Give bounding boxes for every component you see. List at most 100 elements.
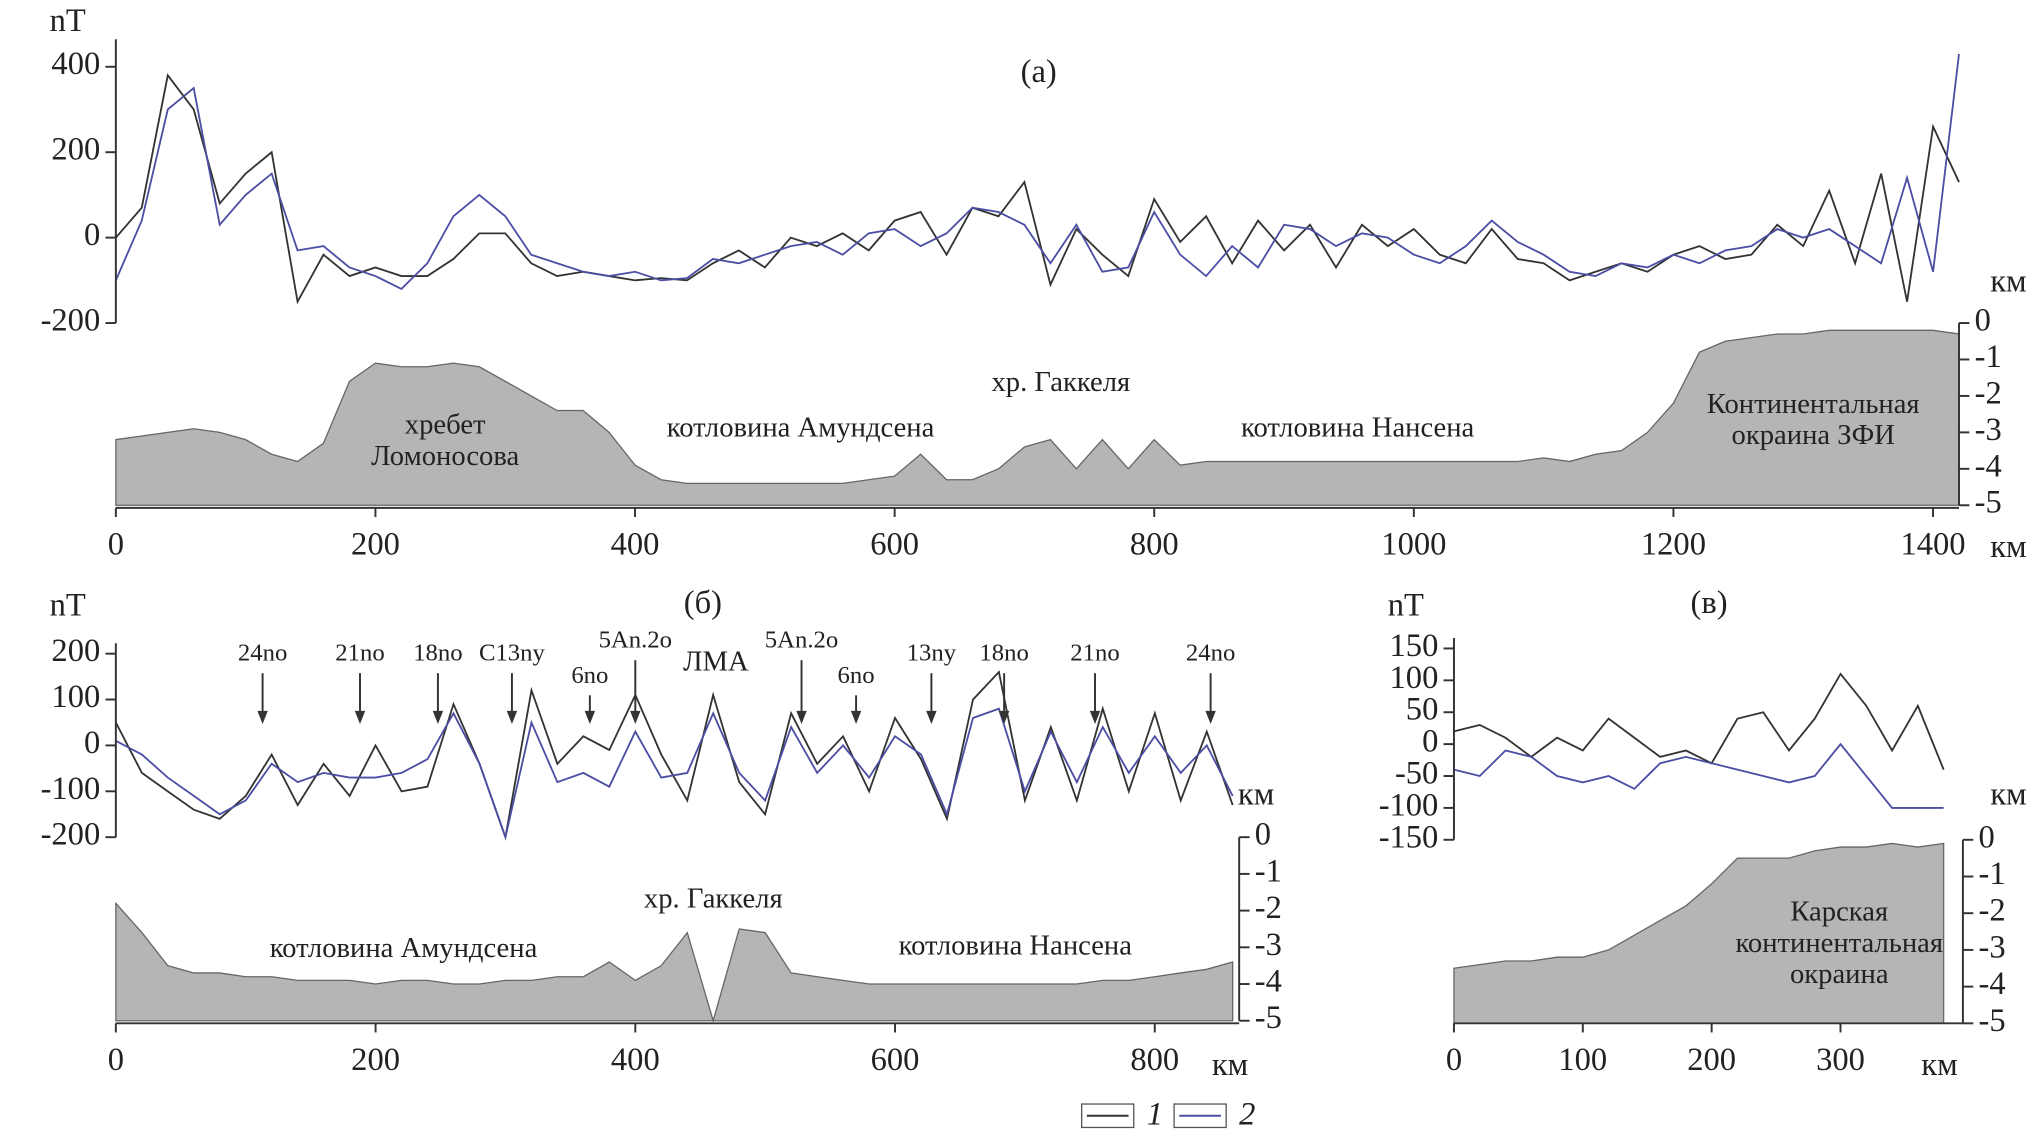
x-tick-label: 1200 — [1641, 526, 1706, 562]
panel-title: (б) — [684, 585, 722, 621]
y-axis-label: nT — [1388, 588, 1424, 624]
region-label: котловина Амундсена — [667, 411, 935, 443]
chron-arrow-head — [998, 710, 1010, 724]
y2-tick-label: -1 — [1979, 856, 2006, 892]
legend-box — [1173, 1103, 1227, 1129]
anomaly-line — [115, 707, 1234, 841]
y-tick-label: 0 — [84, 725, 100, 761]
chron-arrow-head — [584, 710, 596, 724]
x-tick-label: 0 — [1446, 1042, 1462, 1078]
x-tick-label: 0 — [108, 1042, 124, 1078]
chron-label: 21no — [335, 640, 384, 667]
x-tick-label: 0 — [108, 526, 124, 562]
region-label: хр. Гаккеля — [991, 366, 1130, 398]
chron-arrow-head — [354, 710, 366, 724]
x-axis-label: км — [1990, 529, 2026, 565]
y-axis-label: nT — [50, 3, 86, 39]
bathymetry-area — [115, 901, 1234, 1024]
chron-label: C13ny — [479, 640, 546, 667]
x-axis-label: км — [1212, 1047, 1248, 1083]
y2-axis-label: км — [1990, 263, 2026, 299]
region-label: хр. Гаккеля — [644, 883, 783, 915]
y-tick-label: -200 — [41, 303, 101, 339]
x-tick-label: 400 — [611, 1042, 660, 1078]
region-label: котловина Амундсена — [270, 932, 538, 964]
y-tick-label: -100 — [41, 771, 101, 807]
region-label: Карская — [1790, 896, 1888, 928]
y-tick-label: 400 — [51, 46, 100, 82]
bathymetry-area — [1453, 842, 1945, 1024]
chron-arrow-head — [796, 710, 807, 724]
chron-label: 18no — [413, 640, 462, 667]
region-label: Континентальная — [1707, 388, 1920, 420]
chron-label: 24no — [1186, 640, 1235, 667]
y2-tick-label: -1 — [1255, 853, 1282, 889]
x-tick-label: 800 — [1130, 526, 1179, 562]
anomaly-line — [115, 53, 1960, 291]
chron-arrow-head — [1089, 710, 1101, 724]
chron-arrow-head — [257, 710, 268, 724]
x-tick-label: 1400 — [1901, 526, 1966, 562]
y2-tick-label: -5 — [1975, 485, 2002, 521]
region-label: континентальная — [1735, 927, 1943, 959]
y-tick-label: 0 — [1422, 724, 1438, 760]
y-tick-label: 200 — [51, 633, 100, 669]
y-tick-label: -50 — [1395, 755, 1438, 791]
y-tick-label: 150 — [1390, 628, 1439, 664]
bathymetry-area — [115, 329, 1960, 506]
y2-tick-label: -3 — [1975, 412, 2002, 448]
y2-tick-label: -5 — [1979, 1003, 2006, 1039]
region-label: окраина ЗФИ — [1732, 419, 1895, 451]
panel-title: (в) — [1691, 585, 1728, 621]
region-label: котловина Нансена — [1241, 411, 1475, 443]
x-tick-label: 200 — [351, 526, 400, 562]
chron-label: 24no — [238, 640, 287, 667]
y-tick-label: 0 — [84, 217, 100, 253]
x-axis-label: км — [1921, 1047, 1957, 1083]
legend-label: 1 — [1147, 1097, 1163, 1133]
y2-tick-label: -4 — [1975, 448, 2002, 484]
region-label: Ломоносова — [371, 440, 519, 472]
y2-axis-label: км — [1238, 776, 1274, 812]
anomaly-line — [115, 670, 1234, 841]
y-tick-label: 100 — [1390, 660, 1439, 696]
x-tick-label: 600 — [871, 1042, 920, 1078]
legend-label: 2 — [1239, 1097, 1255, 1133]
chron-arrow-head — [630, 710, 641, 724]
x-tick-label: 200 — [351, 1042, 400, 1078]
x-tick-label: 1000 — [1381, 526, 1446, 562]
y-tick-label: 100 — [51, 679, 100, 715]
anomaly-line — [115, 73, 1960, 305]
y2-tick-label: -4 — [1255, 963, 1282, 999]
y2-axis-label: км — [1990, 776, 2026, 812]
y2-tick-label: 0 — [1979, 819, 1995, 855]
y2-tick-label: -5 — [1255, 1000, 1282, 1036]
chron-arrow-head — [926, 710, 937, 724]
y2-tick-label: -3 — [1255, 927, 1282, 963]
chron-label: 5An.2o — [765, 627, 838, 654]
y-axis-label: nT — [50, 588, 86, 624]
panel-title: (a) — [1021, 54, 1057, 90]
y-tick-label: -100 — [1379, 787, 1439, 823]
x-tick-label: 100 — [1558, 1042, 1607, 1078]
y-tick-label: -150 — [1379, 819, 1439, 855]
anomaly-line — [1453, 742, 1944, 809]
x-tick-label: 200 — [1687, 1042, 1736, 1078]
y-tick-label: 200 — [51, 132, 100, 168]
chron-arrow-head — [506, 710, 518, 724]
y-tick-label: 50 — [1406, 692, 1439, 728]
y2-tick-label: -2 — [1975, 375, 2002, 411]
y2-tick-label: -2 — [1255, 890, 1282, 926]
anomaly-line — [1453, 672, 1945, 770]
x-tick-label: 800 — [1130, 1042, 1179, 1078]
x-tick-label: 600 — [870, 526, 919, 562]
y2-tick-label: -2 — [1979, 893, 2006, 929]
chron-arrow-head — [432, 710, 444, 724]
x-tick-label: 400 — [611, 526, 660, 562]
chron-label: 18no — [979, 640, 1028, 667]
chron-arrow-head — [850, 710, 862, 724]
y2-tick-label: 0 — [1975, 303, 1991, 339]
y2-tick-label: -3 — [1979, 929, 2006, 965]
chron-arrow-head — [1205, 710, 1216, 724]
